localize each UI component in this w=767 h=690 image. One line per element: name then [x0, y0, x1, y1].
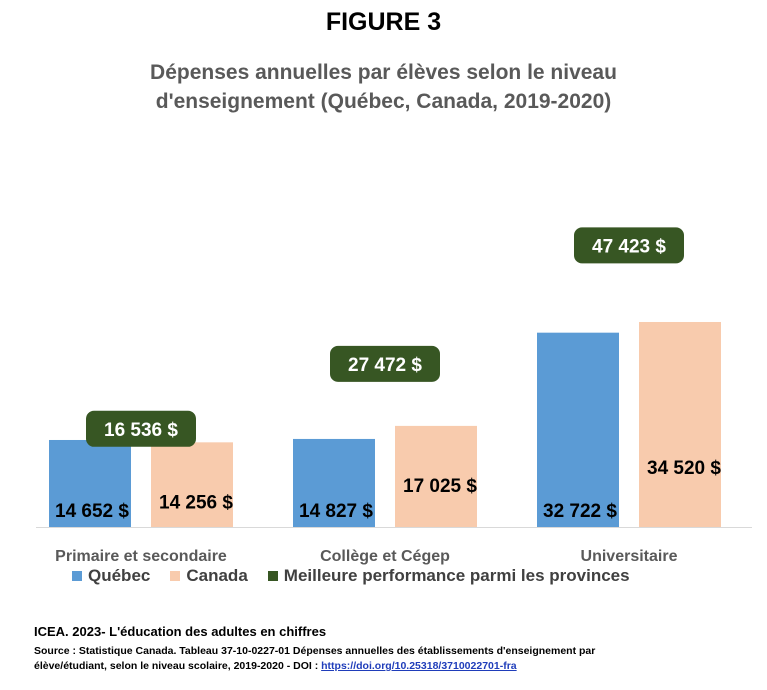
bar-quebec-college [293, 438, 375, 527]
bar-canada-universitaire [639, 321, 721, 527]
chart-title-line-1: Dépenses annuelles par élèves selon le n… [150, 61, 617, 84]
footer-org: ICEA. 2023- L'éducation des adultes en c… [34, 624, 327, 639]
legend-label-canada: Canada [186, 566, 248, 585]
footer-source-line-1: Source : Statistique Canada. Tableau 37-… [34, 645, 596, 657]
best-performance-marker-universitaire [574, 227, 684, 264]
chart-title-line-2: d'enseignement (Québec, Canada, 2019-202… [155, 90, 612, 113]
legend-label-quebec: Québec [88, 566, 151, 585]
footer-source: Source : Statistique Canada. Tableau 37-… [34, 644, 734, 674]
legend-label-best: Meilleure performance parmi les province… [283, 566, 630, 585]
bar-chart: 14 652 $ 14 256 $ 16 536 $ Primaire et seco… [36, 227, 752, 565]
data-label-best-universitaire: 47 423 $ [592, 236, 666, 257]
data-label-quebec-college: 14 827 $ [299, 501, 373, 522]
legend: Québec Canada Meilleure performance parm… [72, 566, 650, 586]
data-label-canada-universitaire: 34 520 $ [647, 458, 721, 479]
bar-canada-primaire [151, 442, 233, 527]
data-label-quebec-primaire: 14 652 $ [55, 501, 129, 522]
data-label-best-primaire: 16 536 $ [104, 420, 178, 441]
footer-source-line-2: élève/étudiant, selon le niveau scolaire… [34, 660, 322, 672]
figure-label: FIGURE 3 [325, 8, 442, 36]
data-label-best-college: 27 472 $ [348, 355, 422, 376]
bar-canada-college [395, 425, 477, 527]
best-performance-marker-primaire [86, 410, 196, 447]
category-label-college: Collège et Cégep [320, 548, 450, 565]
bar-quebec-universitaire [537, 332, 619, 527]
legend-item-best: Meilleure performance parmi les province… [267, 566, 630, 586]
legend-swatch-best [267, 571, 278, 581]
chart-title: Dépenses annuelles par élèves selon le n… [80, 58, 687, 116]
data-label-canada-college: 17 025 $ [403, 476, 477, 497]
legend-item-canada: Canada [170, 566, 248, 586]
doi-link[interactable]: https://doi.org/10.25318/3710022701-fra [321, 660, 517, 672]
legend-swatch-quebec [72, 571, 82, 581]
legend-item-quebec: Québec [72, 566, 150, 586]
best-performance-marker-college [330, 345, 440, 382]
category-label-primaire: Primaire et secondaire [55, 548, 227, 565]
legend-swatch-canada [170, 571, 181, 581]
footer: ICEA. 2023- L'éducation des adultes en c… [34, 624, 734, 674]
category-label-universitaire: Universitaire [581, 548, 678, 565]
data-label-quebec-universitaire: 32 722 $ [543, 501, 617, 522]
data-label-canada-primaire: 14 256 $ [159, 492, 233, 513]
bar-quebec-primaire [49, 439, 131, 527]
